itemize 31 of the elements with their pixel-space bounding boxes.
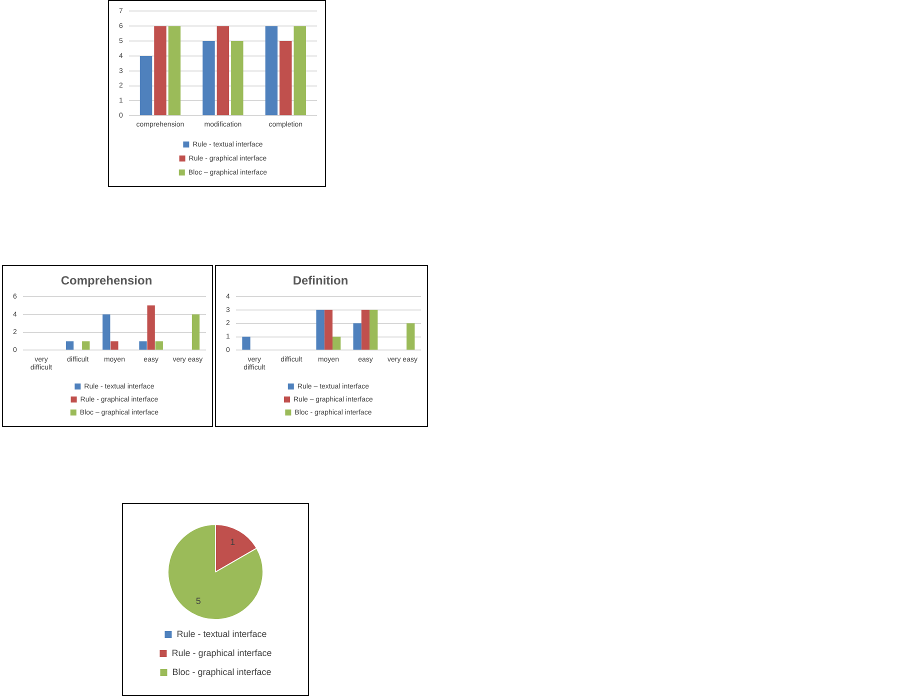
legend-label: Rule - graphical interface xyxy=(172,648,272,658)
bar xyxy=(280,41,292,116)
data-label: 5 xyxy=(196,596,201,606)
bar xyxy=(66,341,74,350)
bar xyxy=(147,305,155,350)
legend-label: Rule - textual interface xyxy=(176,628,267,639)
bar xyxy=(139,341,147,350)
bar xyxy=(155,341,163,350)
bar xyxy=(242,336,250,350)
bar xyxy=(192,314,200,350)
bar xyxy=(202,41,215,116)
legend-label: Bloc - graphical interface xyxy=(172,666,272,677)
bar xyxy=(265,26,278,116)
bar xyxy=(231,41,244,116)
bar xyxy=(110,341,118,350)
bar xyxy=(324,310,333,350)
chart-title: Definition xyxy=(292,274,348,288)
bar xyxy=(154,26,166,116)
bar xyxy=(332,336,341,350)
bar xyxy=(316,310,324,350)
bar xyxy=(294,26,306,116)
bar xyxy=(353,323,362,350)
bar xyxy=(82,341,90,350)
bar xyxy=(168,26,181,116)
bar xyxy=(370,310,378,350)
bar xyxy=(102,314,110,350)
bar xyxy=(140,56,152,116)
chart-title: Comprehension xyxy=(60,274,152,288)
bar xyxy=(406,323,415,350)
bar xyxy=(361,310,370,350)
bar xyxy=(216,26,230,116)
